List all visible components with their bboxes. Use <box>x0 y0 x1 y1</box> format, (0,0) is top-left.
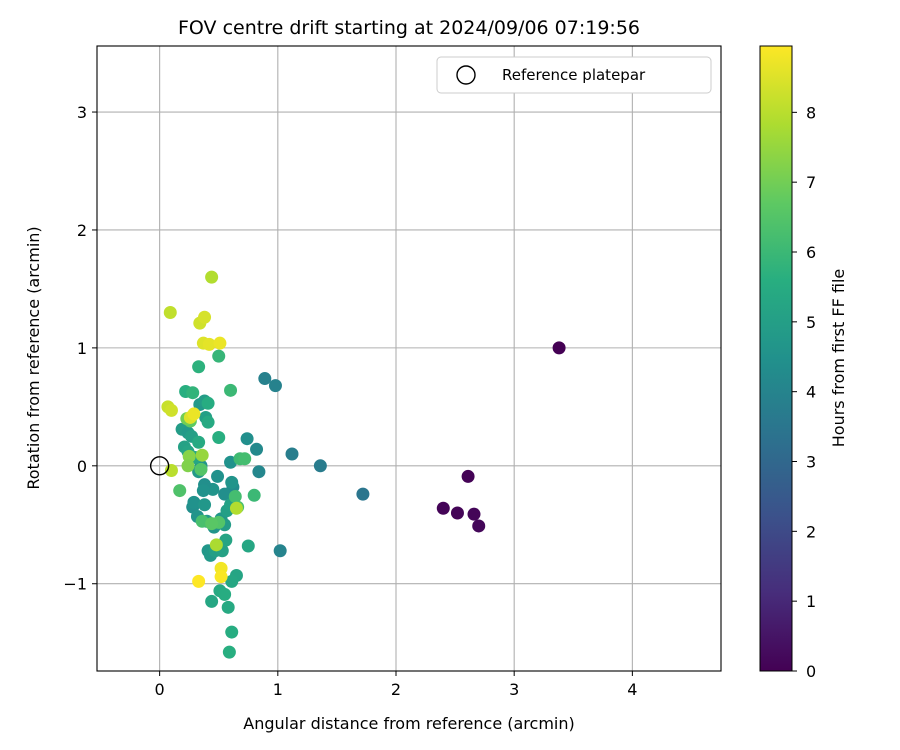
scatter-point <box>192 360 206 374</box>
scatter-point <box>205 270 219 284</box>
colorbar-label: Hours from first FF file <box>829 269 848 448</box>
legend-marker <box>456 65 476 85</box>
scatter-point <box>209 538 223 552</box>
scatter-point <box>225 574 239 588</box>
scatter-point <box>212 431 226 445</box>
x-tick-label: 4 <box>627 680 637 699</box>
scatter-point <box>467 507 481 521</box>
scatter-point <box>552 341 566 355</box>
x-tick-label: 3 <box>509 680 519 699</box>
x-tick-label: 0 <box>155 680 165 699</box>
scatter-point <box>225 475 239 489</box>
scatter-point <box>163 306 177 320</box>
scatter-point <box>224 383 238 397</box>
y-axis-ticks: −1 0 1 2 3 <box>63 103 97 594</box>
scatter-point <box>436 501 450 515</box>
colorbar-tick-label: 3 <box>806 453 816 472</box>
legend: Reference platepar <box>436 56 712 94</box>
scatter-point <box>201 415 215 429</box>
scatter-point <box>205 594 219 608</box>
colorbar-tick-label: 7 <box>806 173 816 192</box>
colorbar-tick-label: 8 <box>806 103 816 122</box>
scatter-point <box>213 336 227 350</box>
scatter-point <box>198 498 212 512</box>
colorbar-tick-label: 6 <box>806 243 816 262</box>
y-tick-label: 3 <box>77 103 87 122</box>
scatter-point <box>229 501 243 515</box>
scatter-point <box>164 403 178 417</box>
scatter-point <box>252 465 266 479</box>
scatter-point <box>192 435 206 449</box>
scatter-point <box>201 396 215 410</box>
scatter-point <box>221 600 235 614</box>
scatter-point <box>214 570 228 584</box>
data-points <box>161 270 566 659</box>
scatter-point <box>285 447 299 461</box>
scatter-point <box>194 462 208 476</box>
scatter-point <box>181 459 195 473</box>
colorbar-tick-label: 4 <box>806 383 816 402</box>
plot-frame <box>96 45 722 672</box>
reference-platepar-marker <box>149 456 170 476</box>
x-tick-label: 2 <box>391 680 401 699</box>
scatter-point <box>228 489 242 503</box>
colorbar-tick-label: 1 <box>806 592 816 611</box>
scatter-point <box>192 574 206 588</box>
scatter-point <box>225 625 239 639</box>
colorbar-tick-label: 0 <box>806 662 816 681</box>
scatter-point <box>238 452 252 466</box>
scatter-point <box>356 487 370 501</box>
y-tick-label: 2 <box>77 221 87 240</box>
scatter-point <box>182 449 196 463</box>
grid-lines <box>97 46 721 671</box>
x-tick-label: 1 <box>273 680 283 699</box>
scatter-point <box>240 432 254 446</box>
colorbar-gradient <box>759 45 793 672</box>
scatter-point <box>450 506 464 520</box>
y-tick-label: 1 <box>77 339 87 358</box>
colorbar-ticks: 0 1 2 3 4 5 6 7 8 <box>792 103 816 681</box>
y-axis-label: Rotation from reference (arcmin) <box>24 226 43 489</box>
colorbar-tick-label: 5 <box>806 313 816 332</box>
legend-entry: Reference platepar <box>502 66 646 84</box>
scatter-point <box>212 349 226 363</box>
scatter-point <box>268 379 282 393</box>
scatter-point <box>258 372 272 386</box>
chart-title: FOV centre drift starting at 2024/09/06 … <box>178 17 640 39</box>
colorbar: 0 1 2 3 4 5 6 7 8 Hours from first FF file <box>759 45 848 681</box>
scatter-point <box>218 587 232 601</box>
scatter-point <box>472 519 486 533</box>
scatter-point <box>173 484 187 498</box>
x-axis-label: Angular distance from reference (arcmin) <box>243 714 574 733</box>
y-tick-label: 0 <box>77 457 87 476</box>
scatter-point <box>313 459 327 473</box>
scatter-point <box>187 407 201 421</box>
scatter-point <box>187 495 201 509</box>
x-axis-ticks: 0 1 2 3 4 <box>155 671 637 699</box>
scatter-point <box>198 310 212 324</box>
scatter-point <box>205 517 219 531</box>
scatter-point <box>241 539 255 553</box>
scatter-point <box>250 442 264 456</box>
scatter-point <box>202 337 216 351</box>
scatter-point <box>211 469 225 483</box>
scatter-point <box>195 448 209 462</box>
colorbar-tick-label: 2 <box>806 522 816 541</box>
scatter-point <box>273 544 287 558</box>
scatter-point <box>218 487 232 501</box>
scatter-point <box>461 469 475 483</box>
scatter-point <box>186 386 200 400</box>
scatter-point <box>196 484 210 498</box>
y-tick-label: −1 <box>63 575 87 594</box>
scatter-point <box>222 645 236 659</box>
legend-box <box>436 56 712 94</box>
scatter-point <box>247 488 261 502</box>
